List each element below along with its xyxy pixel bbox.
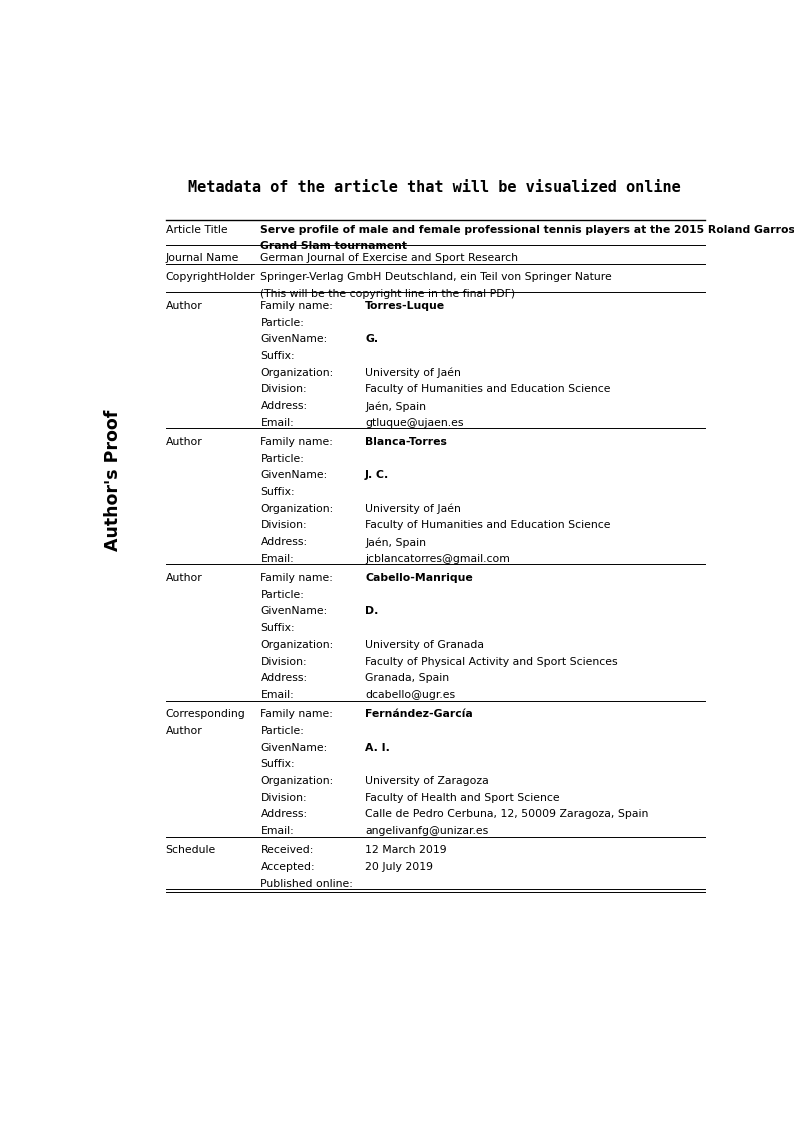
Text: University of Jaén: University of Jaén — [365, 504, 461, 514]
Text: Author: Author — [166, 573, 202, 583]
Text: Journal Name: Journal Name — [166, 253, 239, 263]
Text: (This will be the copyright line in the final PDF): (This will be the copyright line in the … — [260, 289, 515, 299]
Text: Particle:: Particle: — [260, 454, 304, 464]
Text: Faculty of Health and Sport Science: Faculty of Health and Sport Science — [365, 793, 560, 803]
Text: Author: Author — [166, 301, 202, 311]
Text: Organization:: Organization: — [260, 367, 333, 377]
Text: Calle de Pedro Cerbuna, 12, 50009 Zaragoza, Spain: Calle de Pedro Cerbuna, 12, 50009 Zarago… — [365, 810, 649, 820]
Text: Corresponding: Corresponding — [166, 710, 245, 719]
Text: 20 July 2019: 20 July 2019 — [365, 862, 433, 871]
Text: Suffix:: Suffix: — [260, 759, 295, 769]
Text: D.: D. — [365, 606, 379, 617]
Text: University of Zaragoza: University of Zaragoza — [365, 776, 489, 786]
Text: University of Granada: University of Granada — [365, 640, 484, 650]
Text: Suffix:: Suffix: — [260, 623, 295, 633]
Text: Email:: Email: — [260, 418, 295, 428]
Text: Grand Slam tournament: Grand Slam tournament — [260, 241, 407, 252]
Text: Accepted:: Accepted: — [260, 862, 315, 871]
Text: Address:: Address: — [260, 674, 307, 683]
Text: Organization:: Organization: — [260, 504, 333, 513]
Text: Author's Proof: Author's Proof — [104, 410, 121, 551]
Text: G.: G. — [365, 335, 378, 345]
Text: Serve profile of male and female professional tennis players at the 2015 Roland : Serve profile of male and female profess… — [260, 225, 794, 235]
Text: University of Jaén: University of Jaén — [365, 367, 461, 378]
Text: Organization:: Organization: — [260, 640, 333, 650]
Text: Address:: Address: — [260, 401, 307, 411]
Text: GivenName:: GivenName: — [260, 471, 328, 481]
Text: 12 March 2019: 12 March 2019 — [365, 846, 447, 856]
Text: Article Title: Article Title — [166, 225, 227, 235]
Text: gtluque@ujaen.es: gtluque@ujaen.es — [365, 418, 464, 428]
Text: Family name:: Family name: — [260, 301, 333, 311]
Text: Author: Author — [166, 437, 202, 447]
Text: Email:: Email: — [260, 554, 295, 564]
Text: Particle:: Particle: — [260, 590, 304, 600]
Text: Metadata of the article that will be visualized online: Metadata of the article that will be vis… — [188, 180, 681, 194]
Text: Family name:: Family name: — [260, 573, 333, 583]
Text: Jaén, Spain: Jaén, Spain — [365, 537, 426, 548]
Text: Fernández-García: Fernández-García — [365, 710, 473, 719]
Text: Faculty of Physical Activity and Sport Sciences: Faculty of Physical Activity and Sport S… — [365, 657, 618, 667]
Text: Division:: Division: — [260, 384, 307, 394]
Text: Division:: Division: — [260, 657, 307, 667]
Text: Division:: Division: — [260, 793, 307, 803]
Text: GivenName:: GivenName: — [260, 606, 328, 617]
Text: Address:: Address: — [260, 537, 307, 547]
Text: Published online:: Published online: — [260, 878, 353, 888]
Text: Family name:: Family name: — [260, 437, 333, 447]
Text: CopyrightHolder: CopyrightHolder — [166, 273, 256, 283]
Text: Division:: Division: — [260, 520, 307, 530]
Text: Granada, Spain: Granada, Spain — [365, 674, 449, 683]
Text: Family name:: Family name: — [260, 710, 333, 719]
Text: J. C.: J. C. — [365, 471, 389, 481]
Text: Received:: Received: — [260, 846, 314, 856]
Text: Email:: Email: — [260, 827, 295, 836]
Text: Jaén, Spain: Jaén, Spain — [365, 401, 426, 411]
Text: Address:: Address: — [260, 810, 307, 820]
Text: Particle:: Particle: — [260, 318, 304, 328]
Text: German Journal of Exercise and Sport Research: German Journal of Exercise and Sport Res… — [260, 253, 518, 263]
Text: Suffix:: Suffix: — [260, 351, 295, 360]
Text: GivenName:: GivenName: — [260, 335, 328, 345]
Text: angelivanfg@unizar.es: angelivanfg@unizar.es — [365, 827, 488, 836]
Text: Faculty of Humanities and Education Science: Faculty of Humanities and Education Scie… — [365, 520, 611, 530]
Text: Torres-Luque: Torres-Luque — [365, 301, 445, 311]
Text: Faculty of Humanities and Education Science: Faculty of Humanities and Education Scie… — [365, 384, 611, 394]
Text: Suffix:: Suffix: — [260, 487, 295, 497]
Text: A. I.: A. I. — [365, 742, 390, 752]
Text: Schedule: Schedule — [166, 846, 216, 856]
Text: Particle:: Particle: — [260, 725, 304, 736]
Text: Cabello-Manrique: Cabello-Manrique — [365, 573, 473, 583]
Text: jcblancatorres@gmail.com: jcblancatorres@gmail.com — [365, 554, 510, 564]
Text: Author: Author — [166, 725, 202, 736]
Text: Email:: Email: — [260, 690, 295, 700]
Text: Blanca-Torres: Blanca-Torres — [365, 437, 447, 447]
Text: GivenName:: GivenName: — [260, 742, 328, 752]
Text: Organization:: Organization: — [260, 776, 333, 786]
Text: Springer-Verlag GmbH Deutschland, ein Teil von Springer Nature: Springer-Verlag GmbH Deutschland, ein Te… — [260, 273, 612, 283]
Text: dcabello@ugr.es: dcabello@ugr.es — [365, 690, 455, 700]
